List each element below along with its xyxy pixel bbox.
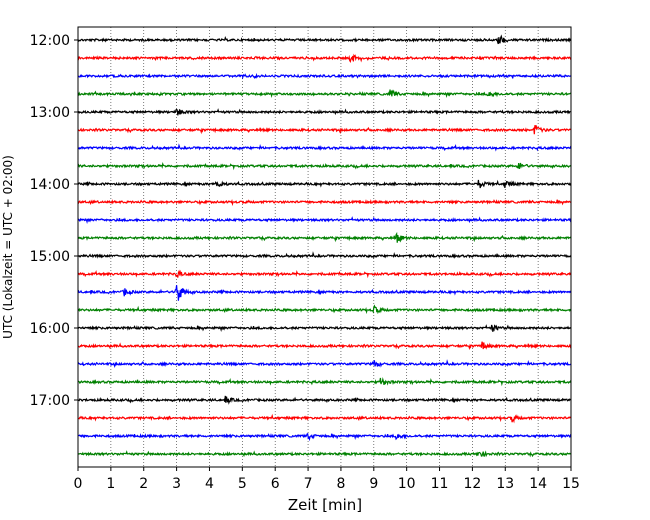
seismic-trace	[77, 53, 572, 64]
seismic-trace	[77, 251, 572, 259]
seismic-trace	[77, 432, 572, 442]
x-tick-label: 11	[431, 476, 449, 492]
seismic-trace	[77, 285, 572, 301]
x-tick-label: 1	[106, 476, 115, 492]
seismic-trace	[77, 341, 572, 351]
seismic-trace	[77, 395, 572, 405]
x-axis-label: Zeit [min]	[288, 496, 362, 514]
seismic-trace	[77, 108, 572, 116]
y-tick-label: 14:00	[30, 177, 70, 193]
seismic-trace	[77, 199, 572, 207]
seismic-trace	[77, 179, 572, 189]
x-tick-label: 0	[74, 476, 83, 492]
x-tick-label: 3	[172, 476, 181, 492]
seismic-trace	[77, 359, 572, 369]
y-tick-label: 17:00	[30, 393, 70, 409]
x-tick-label: 14	[529, 476, 547, 492]
seismic-trace	[77, 376, 572, 387]
seismic-trace	[77, 231, 572, 243]
y-tick-label: 13:00	[30, 105, 70, 121]
x-tick-label: 15	[562, 476, 580, 492]
seismic-trace	[77, 324, 572, 333]
seismic-traces	[77, 34, 572, 458]
x-tick-label: 7	[304, 476, 313, 492]
x-tick-label: 2	[139, 476, 148, 492]
seismic-trace	[77, 89, 572, 99]
x-tick-label: 5	[238, 476, 247, 492]
grid-lines	[110, 27, 539, 467]
seismic-trace	[77, 34, 572, 45]
y-axis-ticks: 12:00 13:00 14:00 15:00 16:00 17:00	[30, 33, 78, 409]
seismic-trace	[77, 72, 572, 80]
seismic-trace	[77, 162, 572, 171]
y-tick-label: 15:00	[30, 249, 70, 265]
x-tick-label: 12	[463, 476, 481, 492]
plot-frame	[77, 26, 572, 468]
seismic-trace	[77, 269, 572, 279]
x-tick-label: 9	[369, 476, 378, 492]
y-tick-label: 12:00	[30, 33, 70, 49]
seismic-trace	[77, 304, 572, 315]
y-tick-label: 16:00	[30, 321, 70, 337]
seismic-trace	[77, 450, 572, 458]
x-tick-label: 4	[205, 476, 214, 492]
x-tick-label: 13	[496, 476, 514, 492]
seismic-trace	[77, 143, 572, 152]
x-tick-label: 10	[398, 476, 416, 492]
x-tick-label: 8	[336, 476, 345, 492]
seismic-trace	[77, 125, 572, 135]
seismic-trace	[77, 413, 572, 424]
seismic-trace	[77, 216, 572, 225]
y-axis-label: UTC (Lokalzeit = UTC + 02:00)	[1, 155, 15, 339]
x-axis-ticks: 0 1 2 3 4 5 6 7 8 9 10 11 12 13 14 15	[74, 467, 580, 492]
x-tick-label: 6	[271, 476, 280, 492]
